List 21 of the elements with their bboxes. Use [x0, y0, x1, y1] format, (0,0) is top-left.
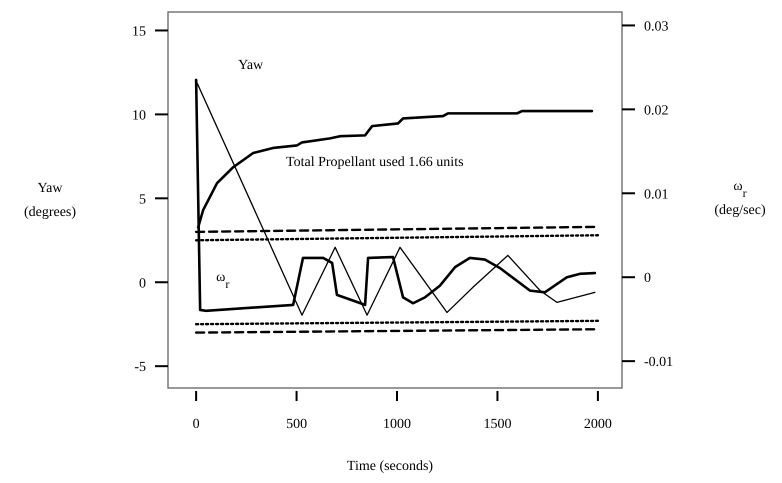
series-label: ω$_{r}$ [216, 270, 230, 291]
y2-tick-label: 0.03 [644, 19, 668, 34]
x-tick-label: 0 [192, 417, 200, 432]
y2-tick-label: 0.01 [644, 187, 668, 202]
y-tick-label: -5 [134, 360, 146, 376]
text: Yaw [238, 58, 264, 73]
x-tick-label: 1500 [483, 417, 512, 432]
y-axis-title: Yaw (degrees) [24, 181, 76, 220]
y2-axis-title: ω$_{r}$ (deg/sec) [714, 179, 766, 218]
y-tick-label: 10 [132, 108, 146, 124]
y-tick-label: 15 [132, 24, 146, 40]
y-tick-label: 5 [139, 192, 146, 208]
x-axis-title: Time (seconds) [346, 459, 434, 474]
x-tick-label: 500 [286, 417, 308, 432]
y-tick-label: 0 [139, 276, 146, 292]
y2-tick-label: 0 [644, 271, 651, 286]
x-tick-label: 1000 [383, 417, 412, 432]
y2-tick-label: -0.01 [644, 355, 674, 370]
annotation: Total Propellant used 1.66 units [286, 155, 464, 170]
y2-tick-label: 0.02 [644, 103, 668, 118]
x-tick-label: 2000 [584, 417, 612, 432]
